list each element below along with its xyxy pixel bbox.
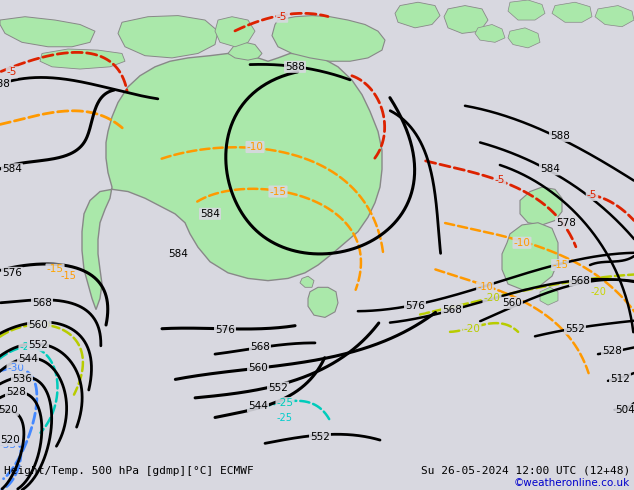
- Text: -20: -20: [34, 321, 51, 331]
- Text: -25: -25: [20, 343, 37, 352]
- Text: 578: 578: [556, 218, 576, 228]
- Polygon shape: [40, 49, 125, 69]
- Text: 528: 528: [6, 387, 26, 397]
- Text: 560: 560: [248, 363, 268, 372]
- Text: -25: -25: [276, 398, 294, 408]
- Polygon shape: [540, 287, 558, 305]
- Text: 512: 512: [610, 374, 630, 384]
- Text: -20: -20: [484, 294, 500, 303]
- Text: 568: 568: [250, 343, 270, 352]
- Polygon shape: [118, 16, 218, 58]
- Text: -15: -15: [46, 265, 63, 274]
- Text: 520: 520: [0, 435, 20, 445]
- Text: -15: -15: [269, 187, 287, 196]
- Text: -25: -25: [277, 413, 293, 422]
- Text: 552: 552: [310, 432, 330, 441]
- Polygon shape: [552, 2, 592, 22]
- Polygon shape: [508, 28, 540, 48]
- Polygon shape: [475, 24, 505, 42]
- Polygon shape: [502, 223, 558, 290]
- Text: 568: 568: [442, 305, 462, 315]
- Text: 576: 576: [405, 301, 425, 311]
- Polygon shape: [395, 2, 440, 28]
- Polygon shape: [308, 287, 338, 318]
- Text: -15: -15: [552, 260, 568, 270]
- Text: 536: 536: [12, 374, 32, 384]
- Text: -10: -10: [514, 238, 531, 248]
- Text: 584: 584: [200, 209, 220, 219]
- Text: -35: -35: [0, 441, 16, 450]
- Text: 552: 552: [565, 323, 585, 334]
- Text: 568: 568: [570, 276, 590, 286]
- Text: Height/Temp. 500 hPa [gdmp][°C] ECMWF: Height/Temp. 500 hPa [gdmp][°C] ECMWF: [4, 466, 254, 475]
- Text: 584: 584: [540, 164, 560, 174]
- Polygon shape: [444, 5, 488, 33]
- Text: -5: -5: [277, 12, 287, 22]
- Text: 588: 588: [0, 78, 10, 89]
- Text: 520: 520: [0, 405, 18, 415]
- Polygon shape: [595, 5, 634, 27]
- Polygon shape: [272, 16, 385, 61]
- Text: -10: -10: [247, 142, 264, 152]
- Text: 568: 568: [32, 298, 52, 308]
- Text: -20: -20: [590, 287, 606, 297]
- Text: -5: -5: [7, 68, 17, 77]
- Polygon shape: [300, 276, 314, 287]
- Text: 576: 576: [2, 268, 22, 278]
- Text: 544: 544: [18, 354, 38, 364]
- Polygon shape: [228, 42, 262, 60]
- Text: -5: -5: [587, 190, 597, 200]
- Text: -15: -15: [60, 271, 76, 281]
- Text: 576: 576: [215, 325, 235, 335]
- Text: 552: 552: [268, 383, 288, 392]
- Text: ©weatheronline.co.uk: ©weatheronline.co.uk: [514, 478, 630, 488]
- Text: -30: -30: [8, 363, 25, 372]
- Text: 584: 584: [168, 249, 188, 259]
- Text: 588: 588: [285, 62, 305, 72]
- Text: 560: 560: [28, 320, 48, 330]
- Text: 560: 560: [502, 298, 522, 308]
- Text: 588: 588: [550, 131, 570, 141]
- Text: -20: -20: [463, 323, 481, 334]
- Polygon shape: [82, 53, 382, 310]
- Text: 504: 504: [615, 405, 634, 415]
- Polygon shape: [215, 17, 255, 47]
- Text: Su 26-05-2024 12:00 UTC (12+48): Su 26-05-2024 12:00 UTC (12+48): [421, 466, 630, 475]
- Polygon shape: [520, 187, 562, 225]
- Text: -5: -5: [495, 175, 505, 185]
- Text: -10: -10: [477, 282, 493, 293]
- Text: 584: 584: [2, 164, 22, 174]
- Text: 528: 528: [602, 346, 622, 356]
- Polygon shape: [0, 17, 95, 47]
- Text: 544: 544: [248, 401, 268, 412]
- Text: 552: 552: [28, 340, 48, 350]
- Polygon shape: [508, 0, 545, 20]
